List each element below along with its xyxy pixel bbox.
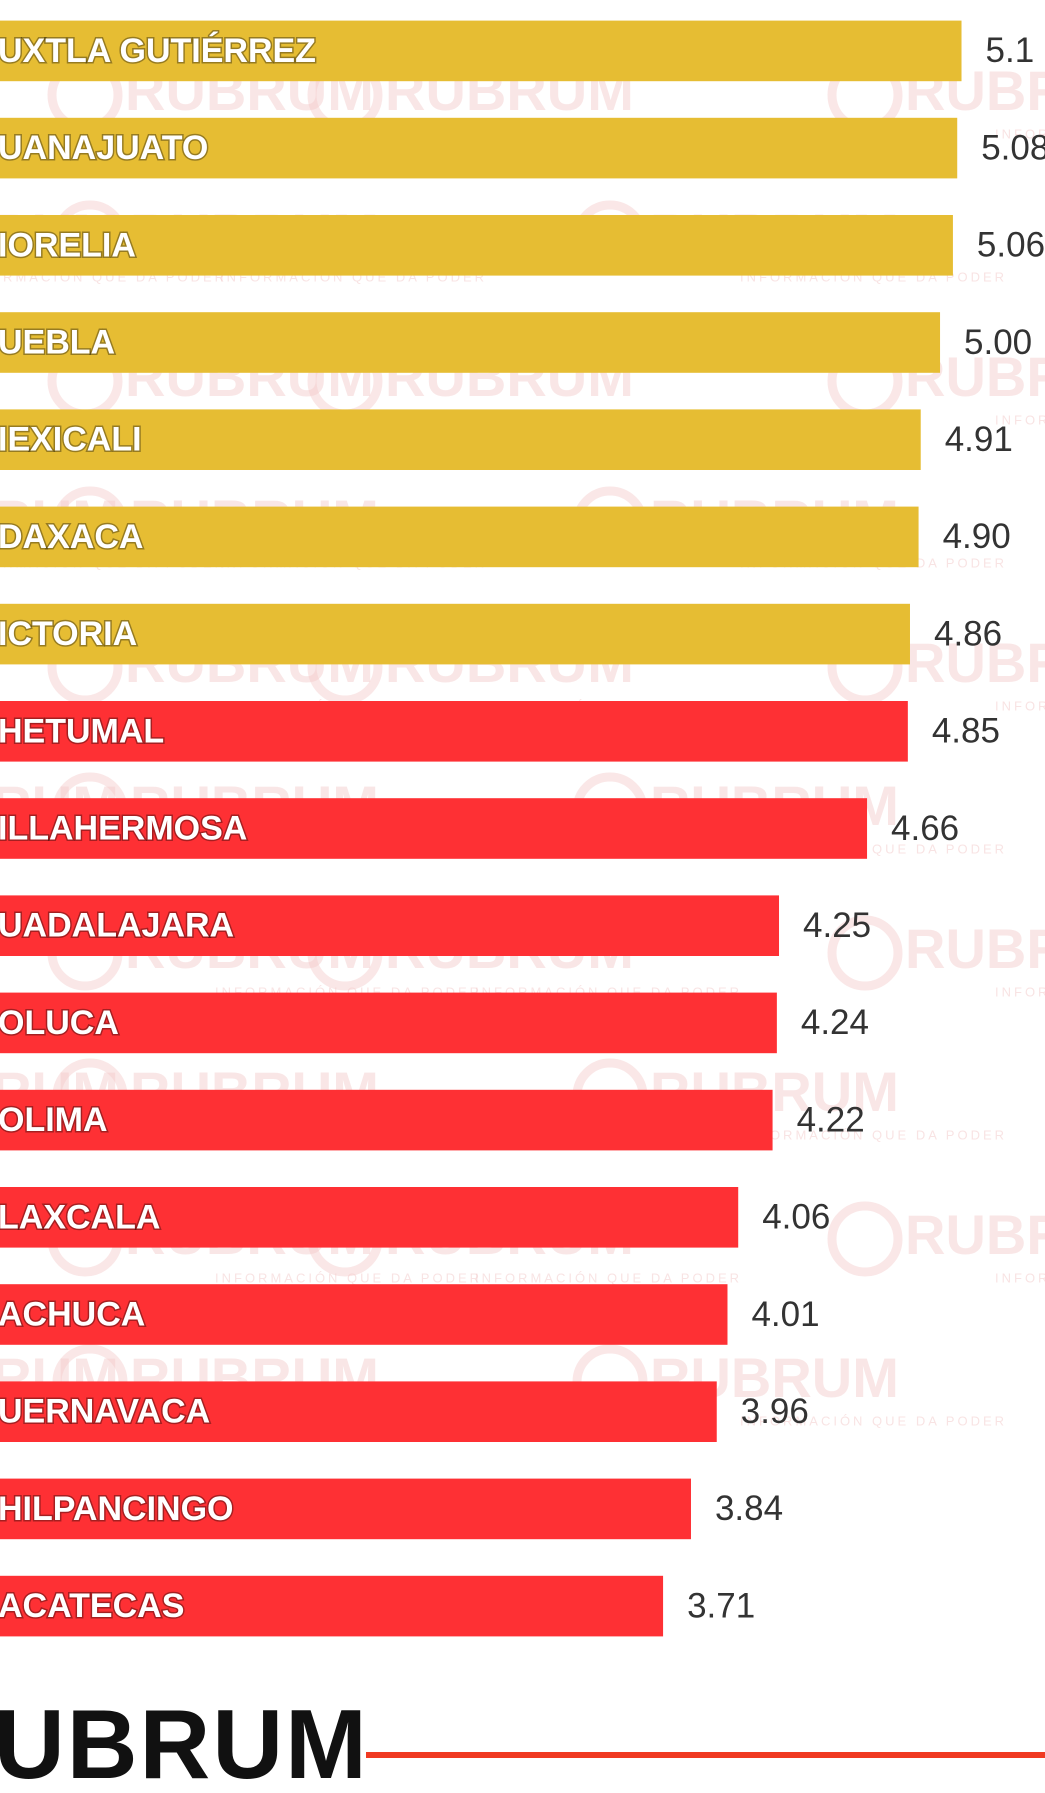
bar [0, 409, 921, 470]
category-label: LAXCALA [0, 1198, 160, 1236]
bar [0, 992, 777, 1054]
category-label: UADALAJARA [0, 907, 234, 945]
value-label: 4.22 [797, 1100, 865, 1139]
value-label: 3.71 [687, 1586, 755, 1625]
bar [0, 701, 908, 762]
category-label: DAXACA [0, 518, 143, 556]
watermark-tagline: INFORMACIÓN QUE DA PODER [995, 1270, 1045, 1285]
value-label: 4.66 [891, 809, 959, 848]
category-label: ACATECAS [0, 1587, 184, 1625]
watermark: RUBRUM [905, 917, 1045, 980]
bar [0, 1575, 664, 1637]
bar [0, 1187, 739, 1248]
value-label: 5.00 [964, 323, 1032, 362]
value-label: 5.1 [986, 31, 1035, 70]
bars: UXTLA GUTIÉRREZ 5.1 UANAJUATO 5.08 IORELIA 5.… [0, 20, 1045, 1637]
category-label: OLIMA [0, 1101, 108, 1139]
bar [0, 20, 962, 82]
category-label: IORELIA [0, 226, 136, 264]
value-label: 4.90 [943, 517, 1011, 556]
watermark-tagline: INFORMACIÓN QUE DA PODER [740, 1413, 1007, 1428]
category-label: UANAJUATO [0, 129, 208, 167]
bar [0, 1381, 717, 1442]
watermark: RUBRUM [905, 631, 1045, 694]
category-label: ACHUCA [0, 1295, 145, 1333]
watermark-tagline: INFORMACIÓN QUE DA PODER [215, 1270, 482, 1285]
bar [0, 895, 780, 956]
category-label: UXTLA GUTIÉRREZ [0, 32, 316, 70]
value-label: 4.25 [803, 906, 871, 945]
value-label: 4.24 [801, 1003, 869, 1042]
watermark-tagline: INFORMACIÓN QUE DA PODER [995, 412, 1045, 427]
value-label: 5.08 [981, 128, 1045, 167]
value-label: 5.06 [977, 226, 1045, 265]
bar [0, 117, 958, 179]
bar [0, 312, 941, 373]
value-label: 4.85 [932, 712, 1000, 751]
value-label: 3.96 [741, 1392, 809, 1431]
value-label: 4.06 [762, 1198, 830, 1237]
bar [0, 1284, 728, 1345]
category-label: HILPANCINGO [0, 1490, 233, 1528]
watermark: RUBRUM [905, 1203, 1045, 1266]
category-label: UERNAVACA [0, 1393, 210, 1431]
category-label: IEXICALI [0, 421, 142, 459]
category-label: UEBLA [0, 323, 115, 361]
watermark-tagline: INFORMACIÓN QUE DA PODER [995, 126, 1045, 141]
category-label: ILLAHERMOSA [0, 809, 247, 847]
watermark-tagline: INFORMACIÓN QUE DA PODER [995, 984, 1045, 999]
watermark-logo [827, 915, 903, 991]
category-label: ICTORIA [0, 615, 137, 653]
value-label: 4.01 [751, 1295, 819, 1334]
watermark-tagline: INFORMACIÓN QUE DA PODER [740, 1127, 1007, 1142]
bar [0, 1089, 773, 1151]
watermark-tagline: INFORMACIÓN QUE DA PODER [475, 1270, 742, 1285]
footer-logo: UBRUM [0, 1689, 369, 1793]
value-label: 4.86 [934, 614, 1002, 653]
value-label: 4.91 [945, 420, 1013, 459]
bar [0, 603, 910, 665]
value-label: 3.84 [715, 1489, 783, 1528]
bar [0, 798, 868, 859]
category-label: HETUMAL [0, 712, 164, 750]
category-label: OLUCA [0, 1004, 119, 1042]
watermark-logo [827, 1201, 903, 1277]
bar [0, 1478, 691, 1540]
bar [0, 215, 953, 276]
bar [0, 506, 919, 568]
watermark-tagline: INFORMACIÓN QUE DA PODER [995, 698, 1045, 713]
